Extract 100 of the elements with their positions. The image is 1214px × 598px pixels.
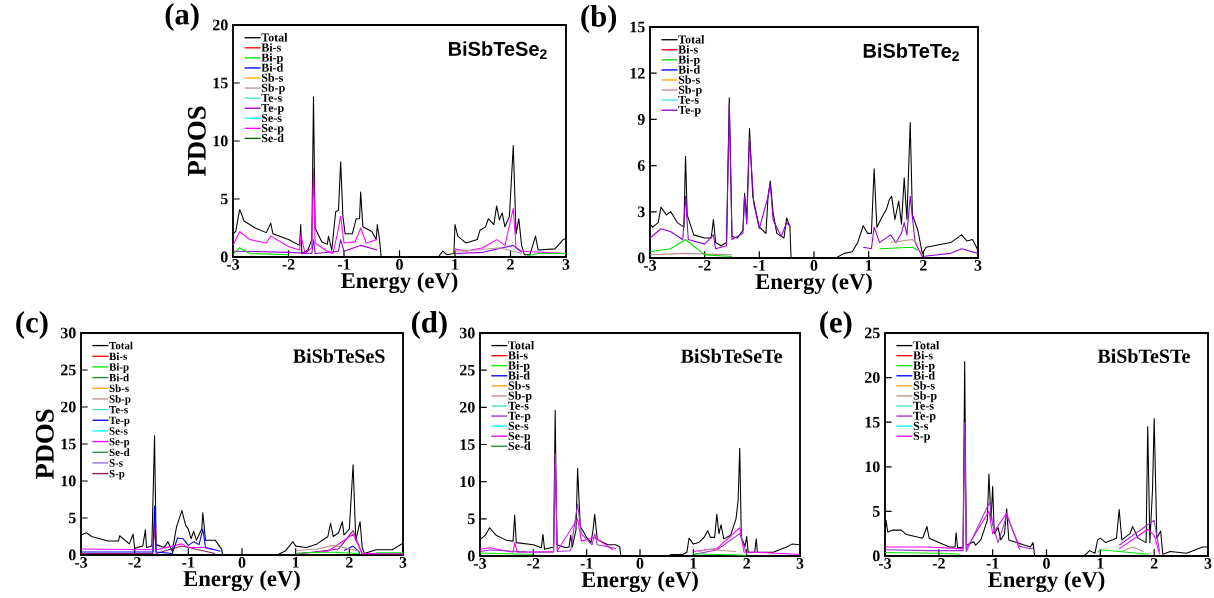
x-tick-label: 0 (396, 259, 403, 270)
x-tick-label: 3 (974, 260, 982, 271)
legend-label: Bi-p (109, 363, 129, 373)
legend-label: Se-s (261, 113, 282, 123)
legend-label: Se-s (109, 427, 128, 435)
x-tick-label: -2 (128, 557, 141, 568)
y-tick-label: 5 (220, 193, 228, 205)
y-tick-label: 5 (872, 506, 880, 517)
legend-label: Bi-s (109, 352, 128, 361)
legend-label: Sb-s (261, 73, 283, 82)
annotation: BiSbTeSeTe (680, 348, 782, 363)
x-tick-label: 1 (452, 259, 459, 270)
legend-label: Sb-p (109, 394, 131, 405)
x-axis-title: Energy (eV) (581, 571, 698, 593)
legend-label: Bi-p (913, 361, 935, 372)
legend-label: Total (913, 340, 940, 350)
legend-label: Bi-d (913, 371, 935, 380)
x-tick-label: -1 (580, 558, 593, 569)
y-tick-label: 15 (213, 77, 228, 89)
x-tick-label: -2 (698, 260, 711, 271)
x-tick-label: -1 (337, 259, 350, 270)
chart-title: (b) (581, 5, 617, 33)
y-tick-label: 10 (61, 475, 76, 487)
y-tick-label: 20 (459, 401, 475, 413)
legend-label: Sb-p (678, 85, 702, 97)
legend-label: Se-p (261, 124, 284, 135)
legend-label: Total (261, 33, 288, 42)
x-axis-title: Energy (eV) (183, 570, 300, 592)
y-tick-label: 25 (60, 364, 76, 376)
y-tick-label: 30 (459, 327, 475, 339)
x-tick-label: 1 (292, 557, 299, 568)
x-tick-label: 1 (690, 558, 697, 569)
y-tick-label: 30 (60, 327, 76, 339)
legend-label: Te-p (508, 411, 531, 423)
annotation: BiSbTeSeS (293, 348, 385, 363)
legend-label: Bi-p (261, 53, 283, 65)
legend-label: Sb-p (508, 391, 532, 403)
x-tick-label: 2 (1150, 558, 1158, 569)
legend-label: S-s (109, 459, 123, 467)
x-tick-label: -2 (282, 259, 295, 270)
y-tick-label: 5 (467, 513, 475, 525)
x-tick-label: 3 (1204, 558, 1212, 569)
legend-label: Bi-s (913, 351, 933, 360)
legend-label: Sb-p (261, 83, 285, 95)
legend-label: Sb-s (913, 381, 935, 390)
y-tick-label: 15 (865, 416, 880, 428)
legend-label: Bi-p (678, 55, 700, 67)
chart-title: (d) (411, 311, 447, 339)
y-tick-label: 10 (213, 135, 228, 147)
x-tick-label: 0 (1043, 558, 1050, 569)
x-tick-label: -3 (74, 557, 88, 568)
legend-label: S-p (109, 470, 125, 480)
y-tick-label: 6 (637, 160, 645, 171)
x-tick-label: 3 (796, 558, 804, 569)
legend-label: Sb-p (913, 391, 937, 403)
annotation: BiSbTeSe$_{2}$ (448, 41, 547, 59)
x-tick-label: 0 (810, 260, 818, 271)
legend-label: Total (508, 340, 535, 350)
legend-label: Se-d (508, 441, 531, 451)
legend-label: Bi-s (261, 43, 281, 52)
y-tick-label: 15 (630, 21, 645, 33)
x-tick-label: 2 (920, 260, 927, 271)
legend-label: Te-p (109, 416, 130, 427)
x-tick-label: -3 (878, 558, 892, 569)
legend-label: Te-s (678, 95, 699, 104)
y-tick-label: 10 (865, 461, 880, 473)
legend-label: Te-p (913, 411, 936, 423)
x-tick-label: -3 (473, 558, 487, 569)
legend-label: Bi-d (508, 371, 530, 380)
legend-label: Total (109, 341, 133, 350)
y-tick-label: 3 (637, 206, 645, 218)
chart-title: (c) (16, 311, 48, 339)
x-tick-label: 2 (743, 558, 750, 569)
x-axis-title: Energy (eV) (988, 571, 1105, 593)
legend-label: Total (678, 35, 705, 44)
y-tick-label: 25 (864, 327, 880, 339)
x-tick-label: 1 (1097, 558, 1104, 569)
legend-label: Bi-d (678, 65, 701, 74)
annotation: BiSbTeTe$_{2}$ (863, 43, 959, 61)
legend-label: Bi-d (109, 373, 129, 382)
legend-label: Sb-s (109, 384, 129, 393)
y-tick-label: 20 (864, 372, 880, 383)
x-tick-label: -1 (182, 557, 195, 568)
x-tick-label: -2 (932, 558, 945, 569)
y-axis-title: PDOS (35, 409, 54, 480)
y-tick-label: 25 (459, 364, 475, 376)
y-tick-label: 12 (630, 67, 645, 79)
legend-label: Se-d (109, 448, 130, 457)
x-tick-label: 1 (865, 260, 872, 271)
x-tick-label: -1 (753, 260, 766, 271)
legend-label: Te-s (508, 401, 529, 410)
legend-label: Sb-s (678, 75, 700, 84)
y-tick-label: 15 (460, 439, 475, 450)
y-tick-label: 15 (61, 438, 76, 450)
legend-label: Bi-p (508, 361, 530, 372)
x-tick-label: 0 (238, 557, 246, 568)
x-tick-label: -2 (527, 558, 540, 569)
legend-label: Te-s (913, 401, 934, 410)
legend-label: Bi-s (508, 351, 528, 360)
annotation: BiSbTeSTe (1097, 348, 1190, 363)
